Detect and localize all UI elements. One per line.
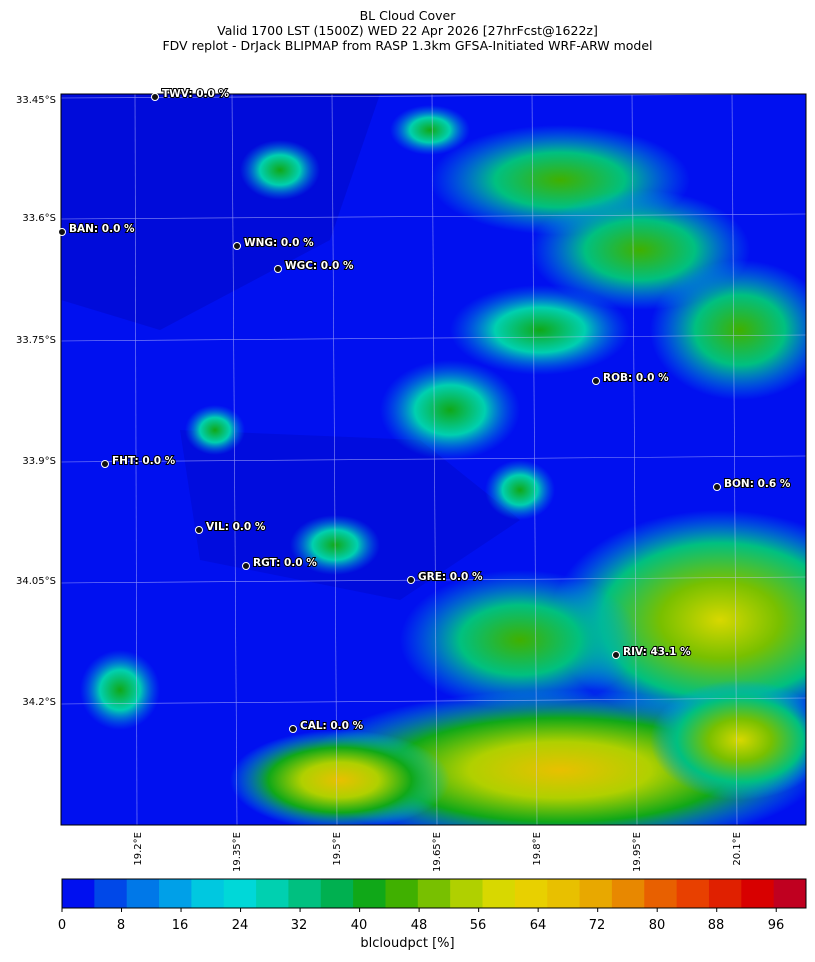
cloud-region-c <box>485 460 555 520</box>
cloud-region-w <box>185 405 245 455</box>
station-bon[interactable]: BON: 0.6 % <box>713 477 792 491</box>
lon-label: 19.95°E <box>632 832 643 872</box>
station-riv[interactable]: RIV: 43.1 % <box>612 645 692 659</box>
colorbar-segment <box>514 879 548 908</box>
cloud-region-s-west <box>230 730 450 825</box>
colorbar-segment <box>94 879 128 908</box>
colorbar-segment <box>320 879 354 908</box>
colorbar-segment <box>773 879 807 908</box>
colorbar-frame <box>61 878 807 909</box>
station-label: CAL: 0.0 % <box>300 720 364 732</box>
colorbar-segment <box>288 879 322 908</box>
colorbar-segment <box>62 879 95 908</box>
station-cal[interactable]: CAL: 0.0 % <box>289 719 365 733</box>
chart-title: BL Cloud Cover <box>359 8 456 23</box>
colorbar-segment <box>741 879 775 908</box>
chart-titles: BL Cloud Cover Valid 1700 LST (1500Z) WE… <box>0 8 815 53</box>
cloud-region-sw <box>80 650 160 730</box>
station-rgt[interactable]: RGT: 0.0 % <box>242 556 318 570</box>
colorbar-tick: 40 <box>350 918 368 933</box>
colorbar-segment <box>191 879 225 908</box>
lat-label: 33.9°S <box>22 456 56 467</box>
colorbar-segment <box>708 879 742 908</box>
map-frame <box>60 93 807 826</box>
colorbar-tick: 0 <box>57 918 67 933</box>
colorbar-segment <box>676 879 710 908</box>
station-rob[interactable]: ROB: 0.0 % <box>592 371 670 385</box>
colorbar-segment <box>611 879 645 908</box>
cloud-region-n-1 <box>390 105 470 155</box>
colorbar-segment <box>482 879 516 908</box>
cloud-region-mid-1 <box>380 360 520 460</box>
colorbar-segment <box>126 879 160 908</box>
colorbar-segment <box>159 879 192 908</box>
colorbar-tick: 96 <box>767 918 785 933</box>
cloud-region-ne-3 <box>650 260 806 400</box>
colorbar-tick: 48 <box>410 918 428 933</box>
lon-label: 19.65°E <box>432 832 443 872</box>
cloud-region-se-west <box>400 570 640 710</box>
station-label: ROB: 0.0 % <box>603 372 669 384</box>
colorbar-tick: 72 <box>588 918 606 933</box>
station-wng[interactable]: WNG: 0.0 % <box>233 236 315 250</box>
colorbar-tick: 80 <box>648 918 666 933</box>
colorbar-tick: 88 <box>707 918 725 933</box>
station-label: WGC: 0.0 % <box>285 260 354 272</box>
colorbar-segment <box>223 879 257 908</box>
lon-label: 19.2°E <box>133 832 144 866</box>
colorbar-tick: 16 <box>171 918 189 933</box>
colorbar <box>61 878 807 912</box>
colorbar-tick: 32 <box>290 918 308 933</box>
station-fht[interactable]: FHT: 0.0 % <box>101 454 177 468</box>
lat-label: 33.45°S <box>16 95 56 106</box>
colorbar-tick: 24 <box>231 918 249 933</box>
colorbar-tick: 8 <box>116 918 126 933</box>
lat-lon-grid <box>61 94 806 825</box>
colorbar-segment <box>450 879 484 908</box>
station-vil[interactable]: VIL: 0.0 % <box>195 520 267 534</box>
station-ban[interactable]: BAN: 0.0 % <box>58 222 136 236</box>
cloud-region-ne-4 <box>450 285 630 375</box>
lat-label: 34.2°S <box>22 697 56 708</box>
colorbar-tick: 56 <box>469 918 487 933</box>
colorbar-segment <box>547 879 581 908</box>
station-label: TWV: 0.0 % <box>162 88 230 100</box>
station-label: RGT: 0.0 % <box>253 557 317 569</box>
station-twv[interactable]: TWV: 0.0 % <box>151 87 231 101</box>
colorbar-segment <box>579 879 613 908</box>
station-label: WNG: 0.0 % <box>244 237 314 249</box>
lon-label: 19.8°E <box>532 832 543 866</box>
chart-source-line: FDV replot - DrJack BLIPMAP from RASP 1.… <box>162 38 653 53</box>
lat-label: 33.6°S <box>22 213 56 224</box>
colorbar-tick: 64 <box>529 918 547 933</box>
lat-label: 33.75°S <box>16 335 56 346</box>
station-label: RIV: 43.1 % <box>623 646 691 658</box>
cloud-region-s-east <box>650 680 806 800</box>
cloud-region-n-2 <box>240 140 320 200</box>
lon-label: 19.35°E <box>232 832 243 872</box>
colorbar-unit-label: blcloudpct [%] <box>360 936 455 951</box>
colorbar-segment <box>256 879 289 908</box>
colorbar-segment <box>353 879 386 908</box>
lon-label: 20.1°E <box>732 832 743 866</box>
colorbar-segment <box>644 879 678 908</box>
colorbar-segment <box>385 879 419 908</box>
station-label: GRE: 0.0 % <box>418 571 483 583</box>
station-label: VIL: 0.0 % <box>206 521 266 533</box>
station-markers: TWV: 0.0 % BAN: 0.0 % WNG: 0.0 % WGC: 0.… <box>58 87 792 733</box>
colorbar-segment <box>417 879 451 908</box>
station-wgc[interactable]: WGC: 0.0 % <box>274 259 355 273</box>
station-label: BON: 0.6 % <box>724 478 791 490</box>
station-gre[interactable]: GRE: 0.0 % <box>407 570 484 584</box>
lat-label: 34.05°S <box>16 576 56 587</box>
chart-valid-line: Valid 1700 LST (1500Z) WED 22 Apr 2026 [… <box>217 23 598 38</box>
station-label: FHT: 0.0 % <box>112 455 176 467</box>
cloud-field <box>61 94 806 825</box>
lon-label: 19.5°E <box>332 832 343 866</box>
station-label: BAN: 0.0 % <box>69 223 135 235</box>
